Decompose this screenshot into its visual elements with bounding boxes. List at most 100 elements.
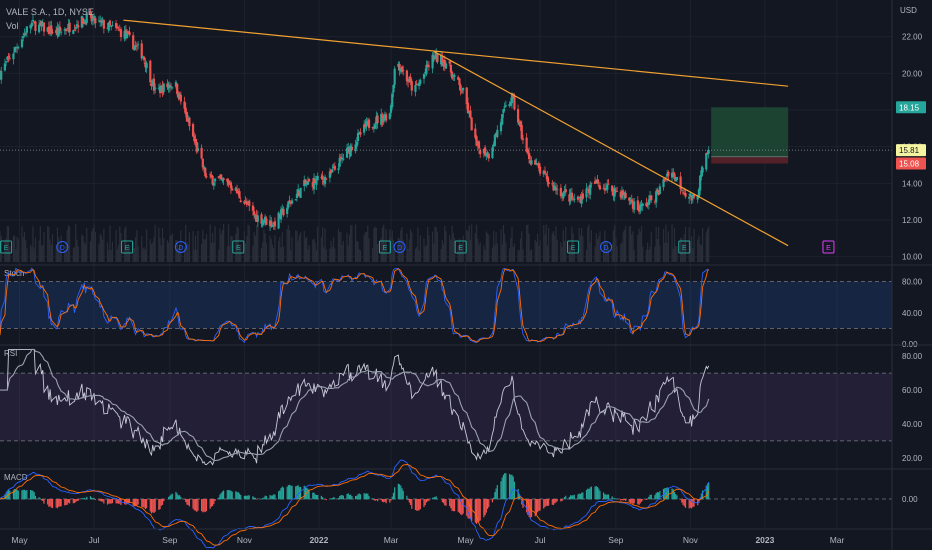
macd-panel[interactable]: 0.00 MACD <box>0 459 932 549</box>
candle <box>294 198 297 201</box>
candle <box>538 163 542 177</box>
macd-histogram-bar <box>417 499 419 511</box>
macd-histogram-bar <box>475 499 478 525</box>
earnings-icon[interactable]: E <box>232 240 245 254</box>
macd-histogram-bar <box>229 490 231 500</box>
volume-bar <box>177 247 179 262</box>
candle <box>261 218 264 228</box>
candle <box>398 61 401 76</box>
macd-histogram-bar <box>219 494 221 500</box>
candle <box>119 27 123 42</box>
candle <box>12 52 15 65</box>
trendline[interactable] <box>123 19 789 87</box>
candle <box>128 26 131 37</box>
candle <box>519 120 522 131</box>
earnings-icon[interactable]: E <box>0 240 13 254</box>
macd-histogram-bar <box>483 499 485 518</box>
candle <box>388 112 391 121</box>
candle <box>179 91 182 105</box>
macd-histogram-bar <box>479 499 481 521</box>
svg-text:E: E <box>236 245 241 252</box>
rsi-panel[interactable]: 20.00 40.00 60.00 80.00 RSI <box>0 344 932 466</box>
volume-bar <box>375 227 377 262</box>
candle <box>529 155 532 166</box>
candle <box>496 125 499 139</box>
candle <box>419 78 422 86</box>
candle <box>306 176 310 185</box>
candle <box>587 185 591 199</box>
candle <box>563 185 566 197</box>
earnings-icon[interactable]: E <box>378 240 391 254</box>
earnings-icon[interactable]: E <box>121 240 134 254</box>
dividend-icon[interactable]: D <box>393 241 406 253</box>
dividend-icon[interactable]: D <box>600 241 613 253</box>
volume-bar <box>287 225 289 262</box>
volume-bar <box>445 231 447 262</box>
candle <box>8 53 11 61</box>
volume-bar <box>505 242 507 262</box>
volume-bar <box>622 231 624 262</box>
macd-histogram-bar <box>375 499 377 500</box>
volume-bar <box>329 248 331 262</box>
volume-bar <box>376 243 379 262</box>
candle <box>158 82 162 98</box>
candle <box>150 79 153 90</box>
volume-bar <box>511 226 513 262</box>
candle <box>628 196 631 206</box>
macd-histogram-bar <box>223 490 225 500</box>
candle <box>367 117 371 131</box>
volume-bar <box>298 235 300 262</box>
candle <box>195 138 198 155</box>
candle <box>562 191 565 201</box>
macd-histogram-bar <box>144 499 147 510</box>
dividend-icon[interactable]: D <box>56 241 69 253</box>
volume-bar <box>186 242 188 262</box>
price-tick-label: 10.00 <box>902 253 923 262</box>
volume-bar <box>595 233 597 262</box>
macd-histogram-bar <box>108 499 110 504</box>
stop-zone[interactable] <box>711 156 789 164</box>
earnings-icon[interactable]: E <box>567 240 580 254</box>
candle <box>345 143 349 159</box>
candle <box>227 178 230 188</box>
candle <box>366 117 369 126</box>
candle <box>674 177 677 182</box>
volume-bar <box>649 246 651 262</box>
macd-histogram-bar <box>450 499 452 509</box>
candle <box>141 55 145 59</box>
macd-histogram-bar <box>570 495 572 500</box>
volume-bar <box>491 247 494 262</box>
macd-histogram-bar <box>350 494 352 500</box>
macd-histogram-bar <box>658 492 660 500</box>
macd-histogram-bar <box>406 495 408 500</box>
volume-bar <box>693 228 695 262</box>
macd-histogram-bar <box>555 499 557 503</box>
volume-bar <box>160 245 162 262</box>
price-panel[interactable]: 10.0012.0014.0016.0018.0020.0022.0018.15… <box>0 8 926 262</box>
last-price-label-bg <box>896 144 926 157</box>
volume-bar <box>411 232 413 262</box>
macd-histogram-bar <box>485 499 487 513</box>
earnings-icon[interactable]: E <box>822 240 835 254</box>
macd-histogram-bar <box>230 490 232 500</box>
volume-bar <box>697 239 699 262</box>
trendline[interactable] <box>433 50 789 247</box>
macd-histogram-bar <box>325 499 327 501</box>
earnings-icon[interactable]: E <box>454 240 467 254</box>
target-zone[interactable] <box>711 107 789 157</box>
volume-bar <box>72 248 74 262</box>
candle <box>493 133 496 147</box>
candle <box>527 147 531 164</box>
macd-histogram-bar <box>458 499 461 513</box>
earnings-icon[interactable]: E <box>678 240 691 254</box>
candle <box>161 80 164 97</box>
indicator-tick-label: 40.00 <box>902 420 923 429</box>
volume-bar <box>390 237 392 262</box>
macd-histogram-bar <box>339 496 341 500</box>
macd-histogram-bar <box>650 494 652 500</box>
volume-bar <box>153 237 155 262</box>
dividend-icon[interactable]: D <box>174 241 187 253</box>
